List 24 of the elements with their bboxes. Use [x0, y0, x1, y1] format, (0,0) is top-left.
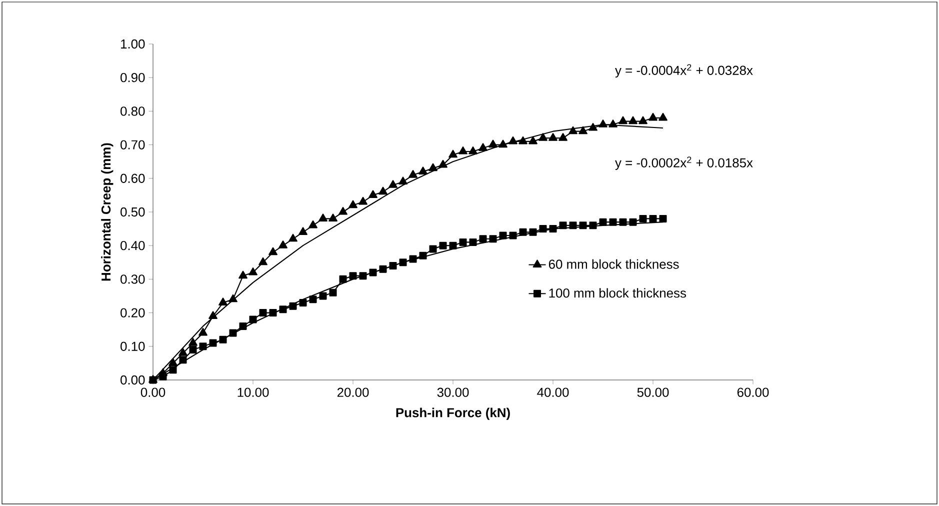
y-tick-label: 0.60: [120, 174, 145, 183]
y-tick-label: 0.30: [120, 274, 145, 284]
x-tick-label: 40.00: [537, 388, 569, 397]
x-tick-label: 0.00: [140, 388, 166, 397]
y-tick-label: 0.20: [120, 308, 145, 318]
x-axis-title: Push-in Force (kN): [396, 408, 510, 420]
y-tick-label: 0.70: [120, 140, 145, 150]
y-tick-label: 0.80: [120, 106, 145, 116]
y-tick-label: 0.10: [120, 342, 145, 351]
y-tick-label: 0.90: [120, 72, 145, 82]
annotation: y = -0.0002x$^{2}$ + 0.0185x: [615, 156, 753, 170]
y-tick-label: 1.00: [121, 39, 145, 49]
x-tick-label: 60.00: [737, 388, 769, 397]
x-tick-label: 20.00: [337, 388, 369, 397]
y-axis-title: Horizontal Creep (mm): [101, 143, 114, 281]
y-tick-label: 0.50: [120, 207, 145, 217]
x-tick-label: 10.00: [238, 388, 269, 397]
legend-label: 100 mm block thickness: [549, 288, 686, 298]
y-tick-label: 0.40: [120, 240, 145, 250]
legend-label: 60 mm block thickness: [548, 259, 679, 269]
y-tick-label: 0.00: [120, 375, 145, 385]
annotation: y = -0.0004x$^{2}$ + 0.0328x: [615, 64, 753, 78]
x-tick-label: 30.00: [437, 388, 469, 397]
x-tick-label: 50.00: [637, 388, 669, 397]
